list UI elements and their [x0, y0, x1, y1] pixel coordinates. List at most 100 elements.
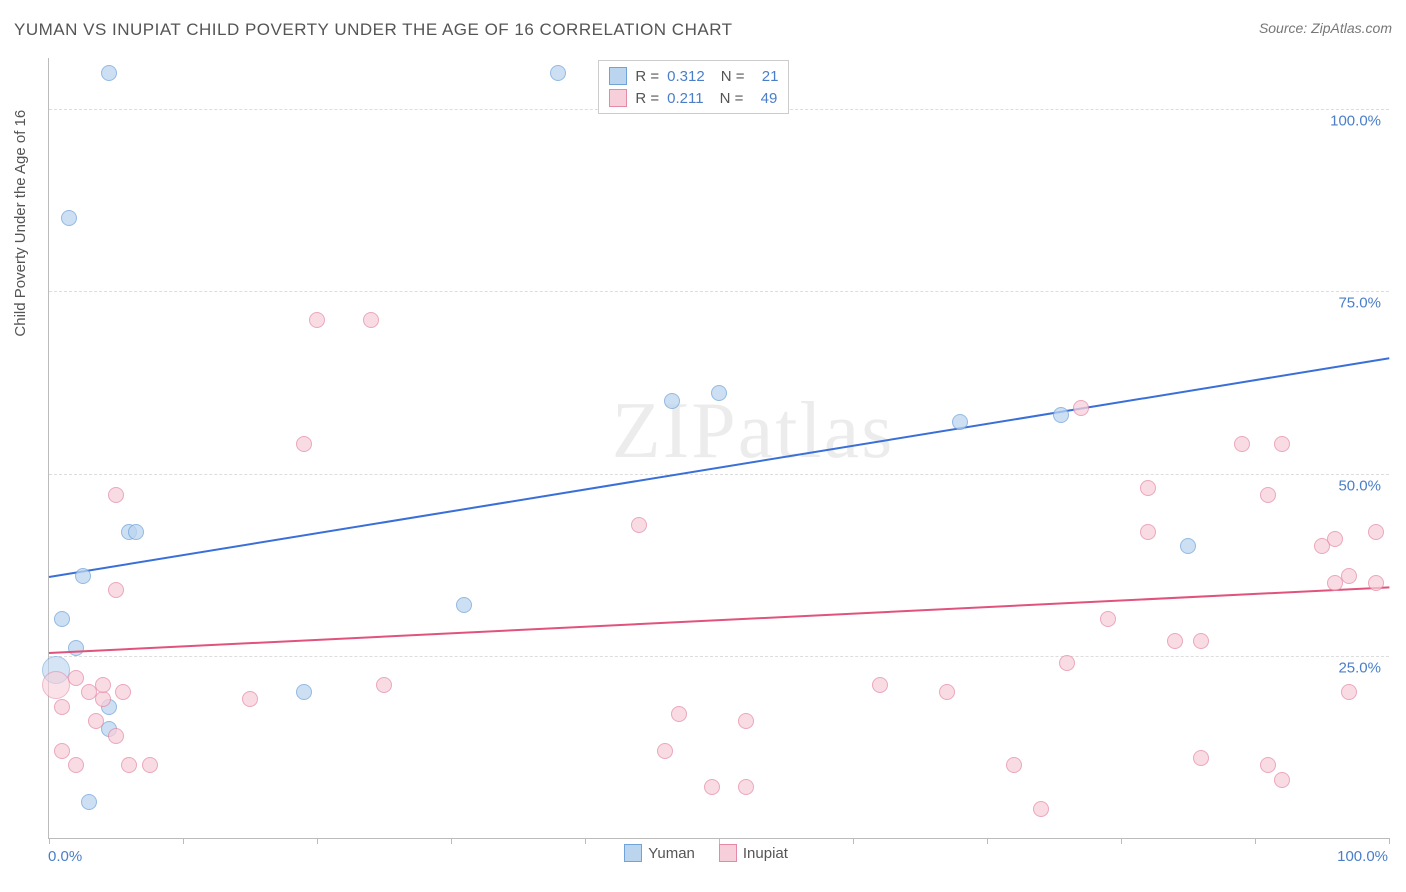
x-tick — [451, 838, 452, 844]
legend-row: R = 0.211 N = 49 — [609, 87, 778, 109]
y-tick-label: 25.0% — [1338, 659, 1381, 676]
legend-series-name: Inupiat — [743, 845, 788, 862]
data-point — [631, 517, 647, 533]
x-tick — [183, 838, 184, 844]
data-point — [128, 524, 144, 540]
legend-item: Yuman — [624, 844, 695, 862]
data-point — [309, 312, 325, 328]
correlation-legend: R = 0.312 N = 21 R = 0.211 N = 49 — [598, 60, 789, 114]
data-point — [1260, 487, 1276, 503]
data-point — [664, 393, 680, 409]
data-point — [1327, 531, 1343, 547]
data-point — [108, 582, 124, 598]
series-legend: Yuman Inupiat — [624, 844, 788, 862]
y-tick-label: 75.0% — [1338, 295, 1381, 312]
data-point — [1341, 568, 1357, 584]
data-point — [711, 385, 727, 401]
data-point — [95, 677, 111, 693]
data-point — [68, 640, 84, 656]
data-point — [1274, 772, 1290, 788]
data-point — [1368, 575, 1384, 591]
data-point — [115, 684, 131, 700]
data-point — [738, 779, 754, 795]
data-point — [1180, 538, 1196, 554]
gridline — [49, 474, 1389, 475]
data-point — [42, 671, 70, 699]
data-point — [75, 568, 91, 584]
x-tick — [1389, 838, 1390, 844]
legend-r-label: R = — [635, 68, 659, 85]
data-point — [81, 794, 97, 810]
chart-title: YUMAN VS INUPIAT CHILD POVERTY UNDER THE… — [14, 20, 733, 39]
y-tick-label: 50.0% — [1338, 477, 1381, 494]
data-point — [108, 728, 124, 744]
y-axis-label: Child Poverty Under the Age of 16 — [12, 110, 29, 337]
legend-r-label: R = — [635, 90, 659, 107]
x-tick — [853, 838, 854, 844]
data-point — [1341, 684, 1357, 700]
data-point — [1234, 436, 1250, 452]
x-tick — [1255, 838, 1256, 844]
x-tick — [49, 838, 50, 844]
data-point — [142, 757, 158, 773]
data-point — [1368, 524, 1384, 540]
legend-item: Inupiat — [719, 844, 788, 862]
source-attribution: Source: ZipAtlas.com — [1259, 20, 1392, 36]
x-tick-label: 0.0% — [48, 848, 82, 865]
data-point — [95, 691, 111, 707]
data-point — [88, 713, 104, 729]
data-point — [550, 65, 566, 81]
legend-series-name: Yuman — [648, 845, 695, 862]
data-point — [54, 611, 70, 627]
data-point — [939, 684, 955, 700]
data-point — [657, 743, 673, 759]
data-point — [1140, 524, 1156, 540]
data-point — [1033, 801, 1049, 817]
data-point — [54, 699, 70, 715]
data-point — [242, 691, 258, 707]
y-tick-label: 100.0% — [1330, 113, 1381, 130]
gridline — [49, 656, 1389, 657]
legend-n-label: N = — [721, 68, 745, 85]
data-point — [1073, 400, 1089, 416]
data-point — [363, 312, 379, 328]
data-point — [61, 210, 77, 226]
data-point — [1053, 407, 1069, 423]
data-point — [296, 684, 312, 700]
legend-r-value: 0.211 — [667, 90, 703, 107]
x-tick — [585, 838, 586, 844]
source-name: ZipAtlas.com — [1311, 20, 1392, 36]
data-point — [376, 677, 392, 693]
legend-n-label: N = — [720, 90, 744, 107]
data-point — [1193, 750, 1209, 766]
data-point — [1167, 633, 1183, 649]
plot-area: ZIPatlas 25.0%50.0%75.0%100.0%R =0.312N … — [48, 58, 1389, 839]
data-point — [1059, 655, 1075, 671]
data-point — [54, 743, 70, 759]
data-point — [872, 677, 888, 693]
data-point — [456, 597, 472, 613]
x-tick — [987, 838, 988, 844]
legend-swatch — [624, 844, 642, 862]
legend-swatch — [609, 89, 627, 107]
legend-row: R = 0.312 N = 21 — [609, 65, 778, 87]
data-point — [296, 436, 312, 452]
gridline — [49, 291, 1389, 292]
data-point — [68, 757, 84, 773]
data-point — [952, 414, 968, 430]
legend-n-value: 21 — [752, 68, 778, 85]
legend-n-value: 49 — [751, 90, 777, 107]
data-point — [704, 779, 720, 795]
data-point — [1006, 757, 1022, 773]
legend-swatch — [609, 67, 627, 85]
data-point — [1140, 480, 1156, 496]
data-point — [68, 670, 84, 686]
x-tick — [1121, 838, 1122, 844]
data-point — [1274, 436, 1290, 452]
data-point — [738, 713, 754, 729]
data-point — [1100, 611, 1116, 627]
data-point — [1260, 757, 1276, 773]
trend-line — [49, 587, 1389, 655]
legend-r-value: 0.312 — [667, 68, 705, 85]
data-point — [1193, 633, 1209, 649]
